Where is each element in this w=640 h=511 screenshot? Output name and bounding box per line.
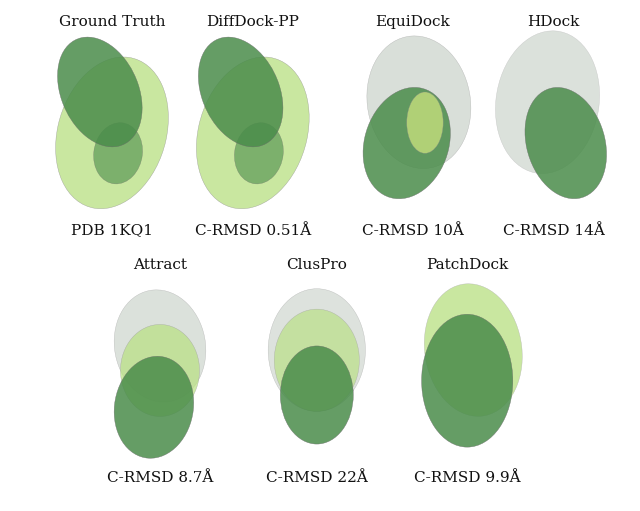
Text: Attract: Attract: [133, 258, 187, 272]
Ellipse shape: [495, 31, 600, 174]
Text: C-RMSD 10Å: C-RMSD 10Å: [362, 224, 464, 238]
Text: C-RMSD 8.7Å: C-RMSD 8.7Å: [107, 472, 213, 485]
Text: PDB 1KQ1: PDB 1KQ1: [71, 224, 153, 238]
Text: C-RMSD 14Å: C-RMSD 14Å: [502, 224, 605, 238]
Text: ClusPro: ClusPro: [286, 258, 348, 272]
Ellipse shape: [93, 123, 143, 184]
Ellipse shape: [407, 92, 444, 153]
Text: HDock: HDock: [527, 15, 580, 29]
Text: Ground Truth: Ground Truth: [59, 15, 165, 29]
Ellipse shape: [114, 356, 194, 458]
Text: C-RMSD 22Å: C-RMSD 22Å: [266, 472, 368, 485]
Text: EquiDock: EquiDock: [376, 15, 450, 29]
Ellipse shape: [114, 290, 206, 402]
Text: PatchDock: PatchDock: [426, 258, 508, 272]
Ellipse shape: [198, 37, 283, 147]
Ellipse shape: [56, 57, 168, 208]
Ellipse shape: [525, 87, 607, 199]
Ellipse shape: [275, 309, 360, 411]
Ellipse shape: [367, 36, 471, 169]
Text: DiffDock-PP: DiffDock-PP: [206, 15, 300, 29]
Ellipse shape: [422, 314, 513, 447]
Ellipse shape: [58, 37, 142, 147]
Ellipse shape: [424, 284, 522, 416]
Ellipse shape: [120, 324, 200, 416]
Ellipse shape: [280, 346, 353, 444]
Ellipse shape: [196, 57, 309, 208]
Ellipse shape: [363, 87, 451, 199]
Text: C-RMSD 9.9Å: C-RMSD 9.9Å: [414, 472, 520, 485]
Text: C-RMSD 0.51Å: C-RMSD 0.51Å: [195, 224, 311, 238]
Ellipse shape: [234, 123, 284, 184]
Ellipse shape: [268, 289, 365, 411]
